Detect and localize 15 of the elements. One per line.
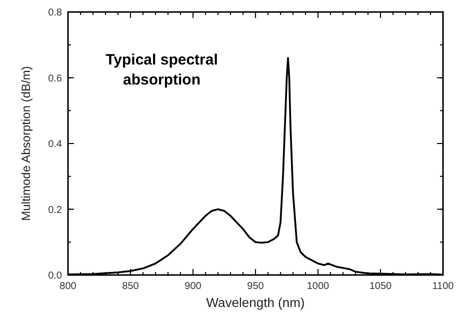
x-tick-label: 1100 [432,281,454,292]
x-tick-label: 1000 [306,281,330,292]
y-tick-label: 0.4 [48,139,62,150]
y-tick-label: 0.2 [48,204,62,216]
x-tick-label: 950 [247,281,264,292]
y-tick-label: 0.8 [48,8,62,18]
x-axis-title: Wavelength (nm) [206,295,305,310]
y-tick-label: 0.6 [48,73,62,84]
y-tick-label: 0.0 [48,270,62,282]
y-axis-title: Multimode Absorption (dB/m) [19,66,33,221]
annotation: Typical spectral absorption [106,52,218,89]
x-tick-label: 800 [60,281,77,292]
x-tick-label: 850 [122,281,140,292]
x-tick-label: 900 [184,281,202,292]
x-tick-label: 1050 [369,281,392,292]
